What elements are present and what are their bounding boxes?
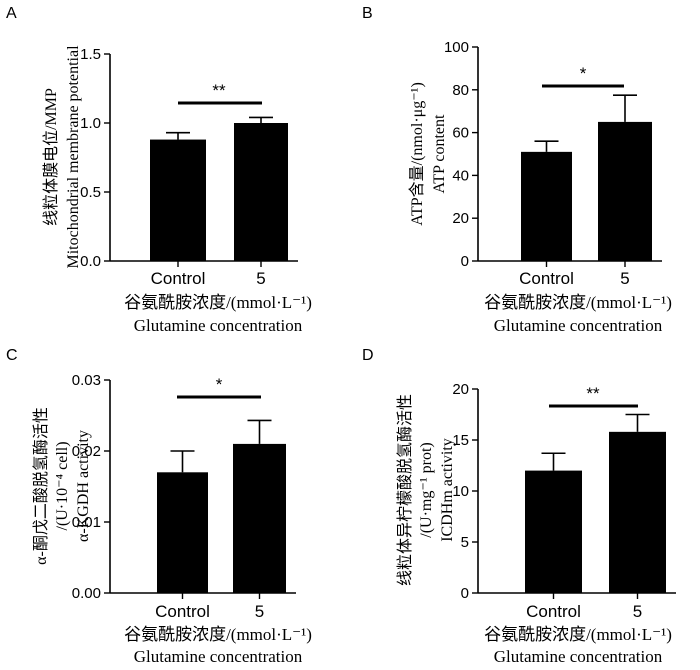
y-tick-label: 1.0 bbox=[80, 115, 101, 132]
y-axis-label-line: α-酮戊二酸脱氢酶活性 bbox=[32, 407, 50, 565]
y-tick-label: 20 bbox=[452, 210, 469, 227]
bar-treatment bbox=[609, 431, 666, 593]
y-tick-label: 0.03 bbox=[72, 372, 101, 389]
bar-treatment bbox=[233, 443, 286, 593]
y-tick-label: 0.5 bbox=[80, 184, 101, 201]
category-label: Control bbox=[155, 602, 210, 621]
y-tick-label: 5 bbox=[461, 534, 469, 551]
significance-stars: ** bbox=[212, 81, 226, 100]
x-axis-label-zh: 谷氨酰胺浓度/(mmol·L⁻¹) bbox=[484, 293, 672, 312]
x-axis-label-en: Glutamine concentration bbox=[494, 647, 663, 666]
significance-stars: * bbox=[580, 64, 587, 83]
category-label: 5 bbox=[633, 602, 642, 621]
panel-letter: A bbox=[6, 5, 17, 22]
panel-c: C 0.00 0.01 0.02 0.03 Control 5 * α-酮戊二酸脱氢酶活性/(U… bbox=[6, 347, 312, 666]
y-axis-label-line: Mitochondrial membrane potential bbox=[65, 45, 82, 269]
y-tick-label: 0.01 bbox=[72, 514, 101, 531]
y-tick-label: 80 bbox=[452, 82, 469, 99]
y-tick-label: 1.5 bbox=[80, 46, 101, 63]
y-axis-label: α-酮戊二酸脱氢酶活性/(U·10⁻⁴ cell) α-KGDH activity bbox=[32, 407, 92, 565]
panel-d: D 0 5 10 15 20 Control 5 ** 线粒体异柠檬酸脱氢酶活性/(U·mg⁻¹ … bbox=[362, 347, 676, 666]
y-axis-label-line: α-KGDH activity bbox=[75, 430, 92, 542]
category-label: 5 bbox=[255, 602, 264, 621]
category-label: 5 bbox=[620, 269, 629, 288]
y-axis-label-line: /(U·mg⁻¹ prot) bbox=[418, 442, 435, 537]
significance-stars: * bbox=[216, 375, 223, 394]
y-tick-label: 10 bbox=[452, 483, 469, 500]
category-label: 5 bbox=[256, 269, 265, 288]
significance-stars: ** bbox=[586, 384, 600, 403]
y-axis-label: 线粒体异柠檬酸脱氢酶活性/(U·mg⁻¹ prot) ICDHm activity bbox=[396, 394, 456, 586]
y-axis-label-line: ATP content bbox=[431, 114, 448, 194]
bar-control bbox=[150, 139, 206, 261]
y-tick-label: 0 bbox=[461, 253, 469, 270]
y-tick-label: 15 bbox=[452, 432, 469, 449]
y-axis-label-line: 线粒体异柠檬酸脱氢酶活性 bbox=[396, 394, 414, 586]
category-label: Control bbox=[526, 602, 581, 621]
bar-treatment bbox=[234, 123, 288, 261]
y-tick-label: 0.02 bbox=[72, 443, 101, 460]
panel-a: A 0.0 0.5 1.0 1.5 Control 5 ** 线粒体膜电位/MMP Mitocho… bbox=[6, 5, 312, 335]
bar-control bbox=[525, 470, 582, 593]
y-tick-label: 0.0 bbox=[80, 253, 101, 270]
y-axis-label: ATP含量/(nmol·μg⁻¹) ATP content bbox=[408, 82, 448, 226]
category-label: Control bbox=[151, 269, 206, 288]
y-axis-label-line: 线粒体膜电位/MMP bbox=[42, 88, 60, 226]
y-axis-label-line: ICDHm activity bbox=[439, 438, 456, 542]
y-tick-label: 0 bbox=[461, 585, 469, 602]
x-axis-label-en: Glutamine concentration bbox=[134, 316, 303, 335]
y-tick-label: 20 bbox=[452, 381, 469, 398]
x-axis-label-zh: 谷氨酰胺浓度/(mmol·L⁻¹) bbox=[124, 293, 312, 312]
y-tick-label: 0.00 bbox=[72, 585, 101, 602]
y-tick-label: 100 bbox=[444, 39, 469, 56]
y-axis-label-line: ATP含量/(nmol·μg⁻¹) bbox=[408, 82, 426, 226]
panel-letter: D bbox=[362, 347, 374, 364]
category-label: Control bbox=[519, 269, 574, 288]
x-axis-label-zh: 谷氨酰胺浓度/(mmol·L⁻¹) bbox=[124, 625, 312, 644]
panel-letter: C bbox=[6, 347, 18, 364]
bar-treatment bbox=[598, 121, 652, 262]
y-tick-label: 60 bbox=[452, 125, 469, 142]
x-axis-label-zh: 谷氨酰胺浓度/(mmol·L⁻¹) bbox=[484, 625, 672, 644]
x-axis-label-en: Glutamine concentration bbox=[134, 647, 303, 666]
y-tick-label: 40 bbox=[452, 167, 469, 184]
y-axis-label-line: /(U·10⁻⁴ cell) bbox=[54, 441, 71, 530]
bar-control bbox=[521, 151, 572, 261]
bar-control bbox=[157, 472, 208, 593]
y-axis-label: 线粒体膜电位/MMP Mitochondrial membrane potenti… bbox=[42, 45, 82, 269]
x-axis-label-en: Glutamine concentration bbox=[494, 316, 663, 335]
panel-letter: B bbox=[362, 5, 373, 22]
